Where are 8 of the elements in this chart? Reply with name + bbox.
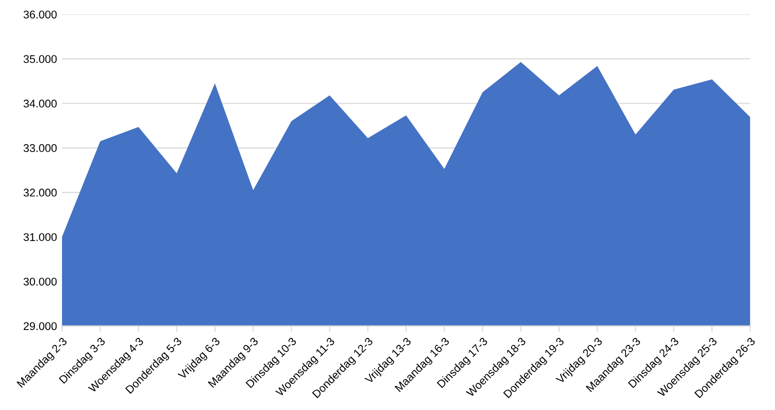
y-tick-label: 31.000: [24, 233, 57, 242]
y-tick-label: 33.000: [24, 144, 57, 152]
y-tick-label: 29.000: [24, 322, 57, 330]
y-tick-label: 35.000: [24, 55, 57, 63]
y-tick-label: 36.000: [24, 10, 57, 18]
y-tick-label: 32.000: [24, 188, 57, 197]
y-tick-label: 30.000: [24, 278, 57, 286]
y-tick-label: 34.000: [24, 100, 57, 108]
